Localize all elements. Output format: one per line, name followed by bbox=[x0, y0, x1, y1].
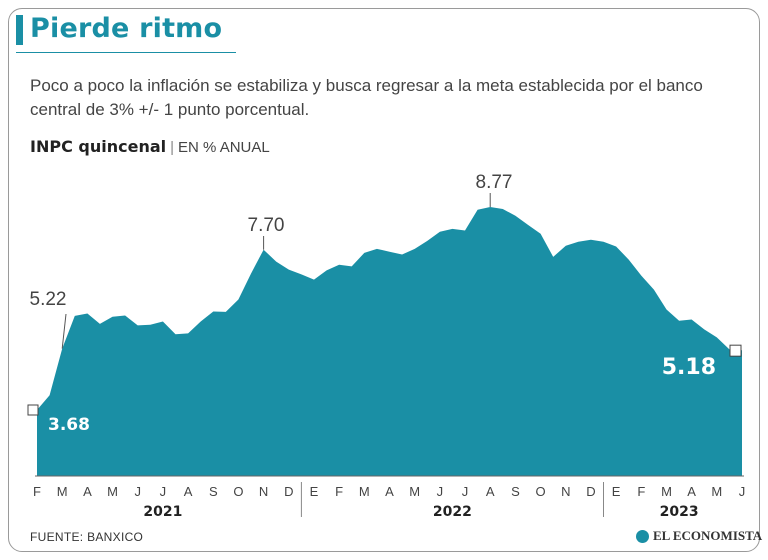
x-tick-label: M bbox=[661, 484, 672, 499]
start-marker bbox=[27, 404, 39, 416]
x-tick-label: A bbox=[83, 484, 92, 499]
data-label: 3.68 bbox=[48, 415, 90, 435]
x-tick-label: J bbox=[437, 484, 444, 499]
x-tick-label: A bbox=[385, 484, 394, 499]
title-accent-bar bbox=[16, 15, 23, 45]
brand-name: EL ECONOMISTA bbox=[653, 528, 763, 543]
brand-logo: EL ECONOMISTA bbox=[636, 528, 762, 544]
x-tick-label: F bbox=[335, 484, 343, 499]
data-label: 5.22 bbox=[30, 289, 67, 310]
data-label: 7.70 bbox=[248, 215, 285, 236]
year-label: 2021 bbox=[143, 504, 182, 520]
x-tick-label: M bbox=[409, 484, 420, 499]
subtitle: Poco a poco la inflación se estabiliza y… bbox=[30, 76, 703, 119]
x-tick-label: J bbox=[739, 484, 746, 499]
x-tick-label: F bbox=[637, 484, 645, 499]
x-tick-label: S bbox=[511, 484, 520, 499]
brand-icon bbox=[636, 529, 649, 543]
chart-series-name: INPC quincenal bbox=[30, 137, 167, 156]
x-tick-label: D bbox=[586, 484, 595, 499]
x-tick-label: M bbox=[711, 484, 722, 499]
year-label: 2023 bbox=[660, 504, 699, 520]
x-tick-label: N bbox=[561, 484, 570, 499]
x-tick-label: O bbox=[233, 484, 243, 499]
x-tick-label: F bbox=[33, 484, 41, 499]
page-title: Pierde ritmo bbox=[30, 13, 223, 44]
x-tick-label: A bbox=[486, 484, 495, 499]
x-tick-label: J bbox=[462, 484, 469, 499]
x-tick-label: O bbox=[536, 484, 546, 499]
x-tick-label: M bbox=[57, 484, 68, 499]
x-tick-label: J bbox=[134, 484, 141, 499]
x-tick-label: N bbox=[259, 484, 268, 499]
source-note: FUENTE: BANXICO bbox=[30, 530, 144, 544]
x-tick-label: J bbox=[160, 484, 167, 499]
area-layer bbox=[37, 207, 742, 476]
x-tick-label: M bbox=[359, 484, 370, 499]
data-label: 5.18 bbox=[662, 355, 716, 380]
title-underline bbox=[16, 52, 236, 53]
x-tick-label: E bbox=[612, 484, 621, 499]
annotations: 3.68 5.22 7.70 8.77 5.18 bbox=[27, 172, 742, 435]
leader-line bbox=[61, 313, 67, 349]
x-tick-label: A bbox=[687, 484, 696, 499]
chart-header: INPC quincenal | EN % ANUAL bbox=[30, 137, 270, 156]
year-label: 2022 bbox=[433, 504, 472, 520]
x-tick-label: M bbox=[107, 484, 118, 499]
chart-unit: EN % ANUAL bbox=[178, 139, 270, 156]
data-label: 8.77 bbox=[476, 172, 513, 193]
end-marker bbox=[729, 344, 742, 357]
x-tick-label: A bbox=[184, 484, 193, 499]
x-tick-label: E bbox=[310, 484, 319, 499]
x-tick-label: S bbox=[209, 484, 218, 499]
inflation-area bbox=[37, 207, 742, 476]
header-separator: | bbox=[170, 139, 175, 156]
x-tick-label: D bbox=[284, 484, 293, 499]
